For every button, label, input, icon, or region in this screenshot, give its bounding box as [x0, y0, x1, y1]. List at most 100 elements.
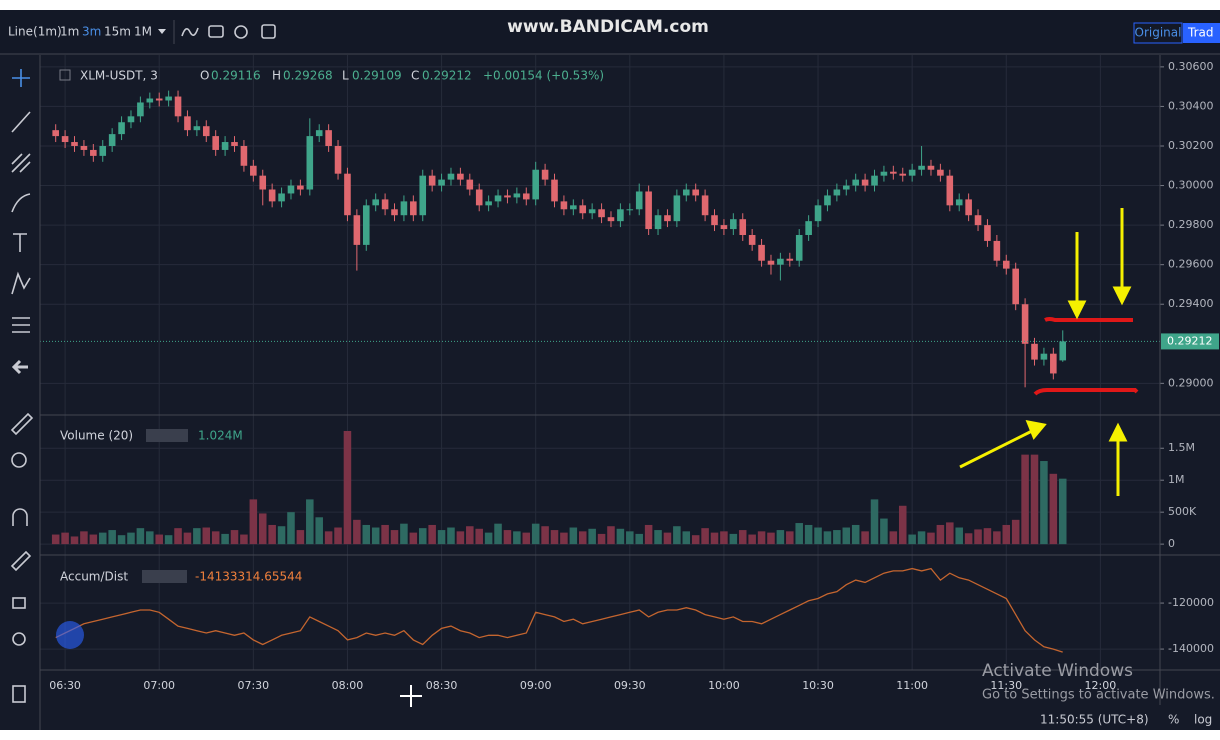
- interval[interactable]: 1m: [60, 25, 79, 39]
- interval[interactable]: 1M: [134, 25, 152, 39]
- zoom-tool[interactable]: [11, 452, 27, 468]
- interval[interactable]: 15m: [104, 25, 131, 39]
- candle-body: [937, 169, 944, 176]
- candle-body: [212, 136, 219, 150]
- candle-body: [494, 195, 502, 202]
- candle-body: [730, 219, 737, 230]
- volume-bar: [268, 524, 276, 545]
- volume-bar: [127, 532, 135, 545]
- candle-body: [711, 215, 718, 226]
- volume-bar: [710, 532, 719, 545]
- ohlc-label: C: [411, 69, 419, 83]
- volume-bar: [738, 530, 747, 545]
- visibility-tool[interactable]: [12, 632, 26, 646]
- pattern-tool[interactable]: [11, 271, 31, 295]
- candle-body: [541, 169, 549, 180]
- volume-bar: [240, 534, 248, 545]
- crosshair-tool[interactable]: [12, 69, 30, 87]
- volume-bar: [974, 529, 982, 545]
- candle-body: [400, 201, 408, 216]
- volume-bar: [61, 532, 69, 545]
- candle-body: [908, 169, 916, 176]
- delete-tool[interactable]: [12, 685, 26, 703]
- volume-bar: [964, 533, 973, 545]
- volume-bar: [447, 527, 455, 545]
- candle-body: [532, 169, 539, 200]
- volume-bar: [578, 531, 587, 545]
- dropdown[interactable]: [158, 29, 166, 34]
- lock-drawing-tool[interactable]: [10, 550, 32, 572]
- candle-body: [918, 165, 925, 170]
- y-tick-label: 0.29000: [1168, 376, 1214, 389]
- log-toggle[interactable]: log: [1194, 713, 1212, 727]
- trend-line-tool[interactable]: [11, 111, 31, 133]
- volume-bar: [1030, 454, 1039, 545]
- percent-toggle[interactable]: %: [1168, 713, 1179, 727]
- camera-icon[interactable]: [208, 25, 224, 38]
- candle-body: [118, 122, 125, 135]
- accum-value: -14133314.65544: [195, 570, 302, 584]
- volume-bar: [211, 531, 220, 545]
- ohlc-value: 0.29116: [211, 69, 261, 83]
- study-controls[interactable]: [146, 429, 188, 442]
- candle-body: [570, 205, 577, 210]
- view-button[interactable]: [1133, 22, 1183, 44]
- view-label[interactable]: Trad: [1187, 26, 1213, 40]
- text-tool[interactable]: [13, 233, 27, 252]
- ohlc-value: 0.29212: [422, 69, 472, 83]
- collapse-icon[interactable]: [59, 69, 71, 81]
- watermark: www.BANDICAM.com: [507, 17, 709, 37]
- volume-bar: [616, 528, 625, 545]
- candle-body: [231, 142, 238, 146]
- volume-bar: [183, 532, 192, 545]
- settings-icon[interactable]: [234, 25, 248, 39]
- fib-tool[interactable]: [11, 153, 31, 173]
- volume-bar: [701, 528, 709, 545]
- lock-tool[interactable]: [12, 597, 26, 609]
- candle-body: [202, 126, 210, 137]
- view-button-active[interactable]: [1183, 23, 1220, 43]
- chart-type[interactable]: Line(1m): [8, 25, 62, 39]
- volume-bar: [1040, 461, 1048, 545]
- volume-bar: [371, 527, 380, 545]
- volume-bar: [861, 531, 869, 545]
- candle-body: [598, 209, 605, 218]
- candle-body: [447, 173, 455, 180]
- arrow-head: [1025, 420, 1047, 440]
- candle-body: [805, 221, 812, 235]
- x-tick-label: 12:00: [1085, 679, 1117, 692]
- volume-bar: [296, 530, 305, 545]
- top-toolbar: [0, 10, 1220, 54]
- candle-body: [315, 130, 323, 137]
- volume-bar: [164, 535, 173, 545]
- volume-bar: [1049, 473, 1058, 545]
- fullscreen-icon[interactable]: [261, 24, 276, 39]
- candle-body: [1031, 343, 1038, 360]
- candle-body: [259, 175, 267, 190]
- measure-tool[interactable]: [12, 317, 30, 333]
- brush-tool[interactable]: [11, 193, 31, 213]
- magnet-tool[interactable]: [12, 508, 28, 526]
- interval-active[interactable]: 3m: [82, 25, 101, 39]
- back-tool[interactable]: [11, 359, 28, 375]
- indicator-icon[interactable]: [181, 27, 199, 37]
- volume-bar: [635, 533, 643, 545]
- view-label[interactable]: Original: [1135, 26, 1182, 40]
- x-tick-label: 07:00: [143, 679, 175, 692]
- ruler-tool[interactable]: [10, 412, 34, 436]
- volume-bar: [334, 527, 342, 545]
- volume-bar: [663, 532, 672, 545]
- activation-note: Go to Settings to activate Windows.: [982, 688, 1215, 703]
- volume-bar: [381, 524, 389, 545]
- candle-body: [767, 260, 775, 265]
- candle-body: [457, 173, 464, 180]
- volume-bar: [249, 499, 258, 545]
- volume-bar: [748, 534, 756, 545]
- support-line: [1033, 388, 1139, 396]
- volume-bar: [1021, 454, 1029, 545]
- study-controls[interactable]: [142, 570, 187, 583]
- candle-body: [795, 235, 803, 261]
- x-tick-label: 08:00: [332, 679, 364, 692]
- volume-bar: [494, 523, 502, 545]
